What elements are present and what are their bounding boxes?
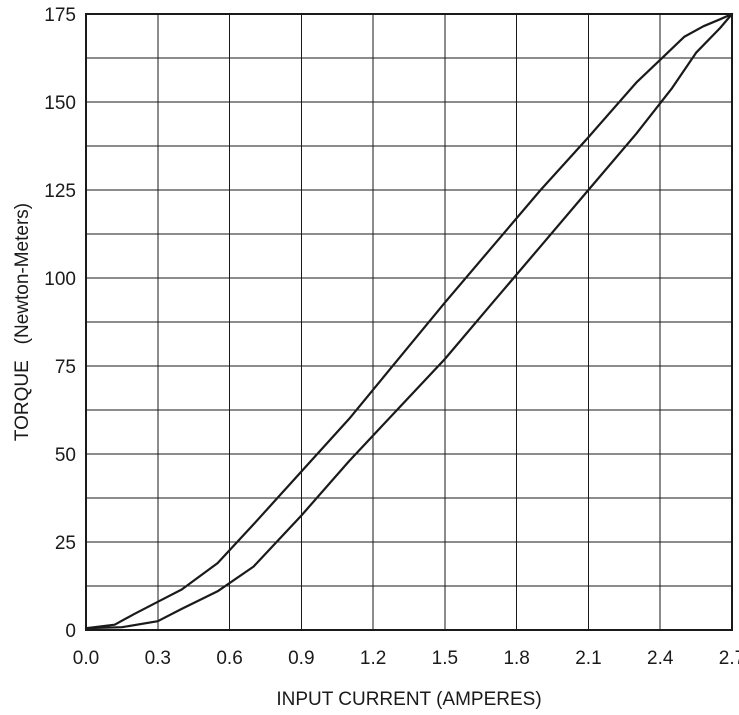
y-tick-label: 50 xyxy=(55,445,76,466)
y-tick-labels: 0 25 50 75 100 125 150 175 xyxy=(44,5,76,642)
plot-frame xyxy=(85,13,733,631)
lower-torque-curve xyxy=(84,12,734,630)
x-tick-label: 1.8 xyxy=(503,648,529,669)
x-tick-label: 2.1 xyxy=(575,648,601,669)
x-tick-label: 0.6 xyxy=(216,648,242,669)
y-tick-label: 100 xyxy=(44,269,76,290)
x-tick-label: 0.3 xyxy=(145,648,171,669)
x-axis-title: INPUT CURRENT (AMPERES) xyxy=(276,689,541,710)
y-tick-label: 75 xyxy=(55,357,76,378)
y-tick-label: 125 xyxy=(44,181,76,202)
x-tick-label: 1.5 xyxy=(432,648,458,669)
upper-torque-curve xyxy=(84,12,734,630)
y-tick-label: 175 xyxy=(44,5,76,26)
y-axis-title: TORQUE (Newton-Meters) xyxy=(12,203,33,441)
x-tick-label: 0.9 xyxy=(288,648,314,669)
y-tick-label: 150 xyxy=(44,93,76,114)
gridlines xyxy=(85,13,733,631)
x-tick-label: 2.7 xyxy=(719,648,739,669)
y-tick-label: 25 xyxy=(55,533,76,554)
data-curves xyxy=(84,12,734,630)
y-tick-label: 0 xyxy=(65,621,76,642)
x-tick-label: 0.0 xyxy=(73,648,99,669)
x-tick-label: 2.4 xyxy=(647,648,674,669)
x-tick-label: 1.2 xyxy=(360,648,386,669)
x-tick-labels: 0.0 0.3 0.6 0.9 1.2 1.5 1.8 2.1 2.4 2.7 xyxy=(73,648,739,669)
